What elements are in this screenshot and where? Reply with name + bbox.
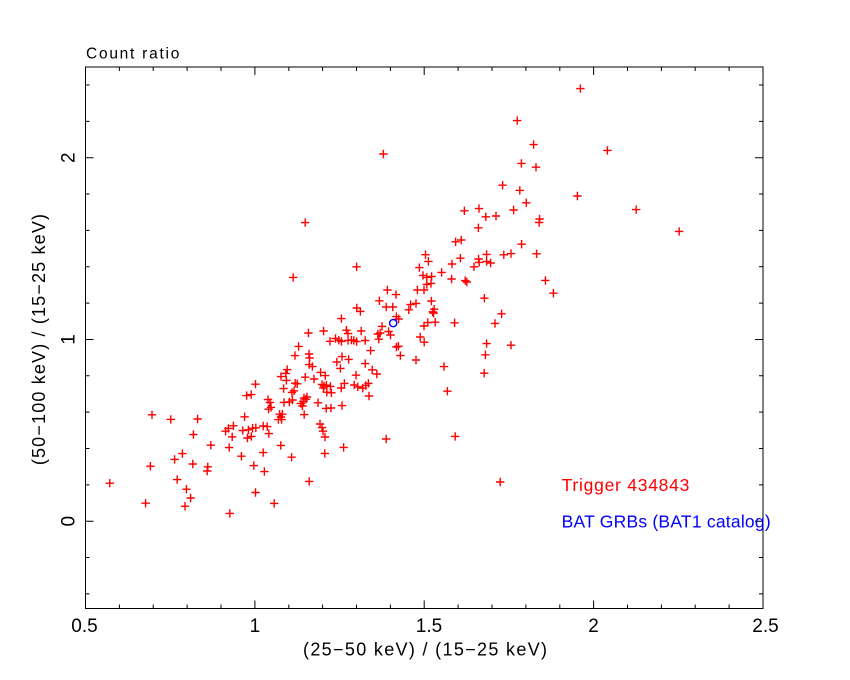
svg-text:0: 0	[59, 516, 80, 527]
svg-text:1: 1	[59, 334, 80, 345]
svg-text:Count ratio: Count ratio	[86, 46, 181, 63]
svg-text:2.5: 2.5	[752, 616, 778, 637]
svg-text:1.5: 1.5	[416, 616, 442, 637]
svg-text:2: 2	[588, 616, 599, 637]
svg-text:0.5: 0.5	[71, 616, 97, 637]
svg-text:Trigger 434843: Trigger 434843	[562, 475, 691, 495]
svg-text:(50−100 keV) / (15−25 keV): (50−100 keV) / (15−25 keV)	[29, 213, 49, 465]
svg-text:(25−50 keV) / (15−25 keV): (25−50 keV) / (15−25 keV)	[303, 640, 548, 660]
svg-text:1: 1	[250, 616, 261, 637]
svg-text:2: 2	[59, 152, 80, 163]
svg-text:BAT GRBs (BAT1 catalog): BAT GRBs (BAT1 catalog)	[562, 512, 771, 532]
